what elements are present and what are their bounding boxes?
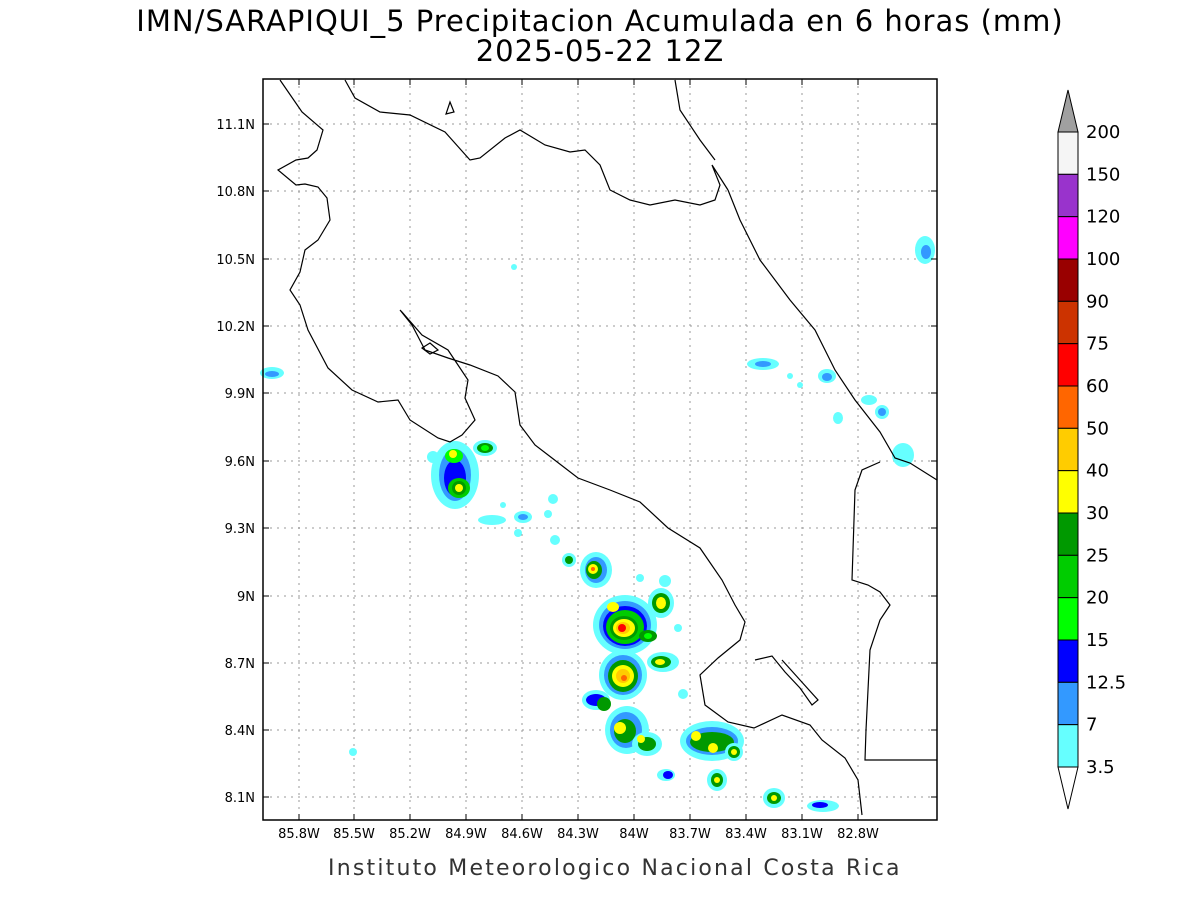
colorbar-swatch	[1057, 681, 1079, 726]
lon-label: 82.8W	[837, 827, 879, 842]
colorbar-label: 30	[1086, 503, 1109, 524]
colorbar-label: 60	[1086, 376, 1109, 397]
lon-label: 84.6W	[501, 827, 543, 842]
colorbar-swatch	[1057, 724, 1079, 768]
lat-label: 11.1N	[216, 118, 255, 133]
colorbar-over-arrow	[1057, 89, 1079, 133]
map-frame	[262, 78, 938, 821]
colorbar-label: 90	[1086, 291, 1109, 312]
footer-credit: Instituto Meteorologico Nacional Costa R…	[328, 856, 902, 881]
colorbar-label: 12.5	[1086, 672, 1126, 693]
colorbar-swatch	[1057, 300, 1079, 345]
colorbar-swatch	[1057, 173, 1079, 218]
lon-label: 83.7W	[669, 827, 711, 842]
colorbar-swatch	[1057, 343, 1079, 387]
coastline-borders	[276, 79, 938, 816]
colorbar-label: 50	[1086, 418, 1109, 439]
colorbar-swatch	[1057, 512, 1079, 556]
colorbar-swatch	[1057, 385, 1079, 429]
lat-label: 9N	[237, 590, 255, 605]
latitude-labels: 11.1N 10.8N 10.5N 10.2N 9.9N 9.6N 9.3N 9…	[216, 118, 255, 806]
colorbar-label: 20	[1086, 588, 1109, 609]
lon-label: 84.9W	[445, 827, 487, 842]
colorbar-swatch	[1057, 258, 1079, 302]
axis-ticks	[263, 79, 937, 820]
precipitation-field	[260, 236, 935, 812]
map-subtitle-date: 2025-05-22 12Z	[475, 34, 725, 68]
colorbar-label: 40	[1086, 461, 1109, 482]
lon-label: 84W	[619, 827, 649, 842]
lon-label: 85.5W	[333, 827, 375, 842]
lat-label: 10.8N	[216, 185, 255, 200]
colorbar-label: 75	[1086, 334, 1109, 355]
lat-label: 8.7N	[225, 657, 255, 672]
colorbar-swatch	[1057, 427, 1079, 472]
lat-label: 8.1N	[225, 791, 255, 806]
colorbar-label: 25	[1086, 545, 1109, 566]
map-title: IMN/SARAPIQUI_5 Precipitacion Acumulada …	[136, 4, 1064, 38]
longitude-labels: 85.8W 85.5W 85.2W 84.9W 84.6W 84.3W 84W …	[278, 827, 879, 842]
lon-label: 85.8W	[278, 827, 320, 842]
colorbar-swatch	[1057, 554, 1079, 599]
colorbar-label: 15	[1086, 630, 1109, 651]
lon-label: 83.4W	[725, 827, 767, 842]
colorbar-label: 7	[1086, 715, 1097, 736]
colorbar-swatch	[1057, 131, 1079, 175]
lon-label: 83.1W	[781, 827, 823, 842]
lon-label: 85.2W	[389, 827, 431, 842]
lat-label: 10.2N	[216, 320, 255, 335]
colorbar-swatch	[1057, 597, 1079, 641]
lat-label: 9.6N	[225, 455, 255, 470]
colorbar-label: 200	[1086, 122, 1120, 143]
colorbar-swatch	[1057, 639, 1079, 683]
colorbar-legend: 200 150 120 100 90 75 60 50 40 30 25 20 15 12.5 7 3.5	[1057, 89, 1126, 810]
lon-label: 84.3W	[557, 827, 599, 842]
lat-label: 9.3N	[225, 522, 255, 537]
colorbar-label: 3.5	[1086, 757, 1115, 778]
lat-label: 10.5N	[216, 253, 255, 268]
graticule-grid	[263, 79, 937, 820]
lat-label: 9.9N	[225, 387, 255, 402]
colorbar-swatch	[1057, 216, 1079, 260]
colorbar-label: 100	[1086, 249, 1120, 270]
lat-label: 8.4N	[225, 724, 255, 739]
colorbar-label: 120	[1086, 207, 1120, 228]
colorbar-swatch	[1057, 470, 1079, 514]
colorbar-under-arrow	[1057, 766, 1079, 810]
colorbar-label: 150	[1086, 164, 1120, 185]
